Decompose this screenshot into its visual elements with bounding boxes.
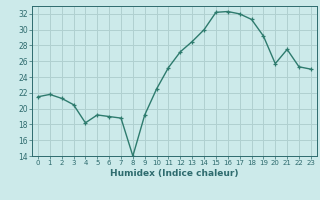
- X-axis label: Humidex (Indice chaleur): Humidex (Indice chaleur): [110, 169, 239, 178]
